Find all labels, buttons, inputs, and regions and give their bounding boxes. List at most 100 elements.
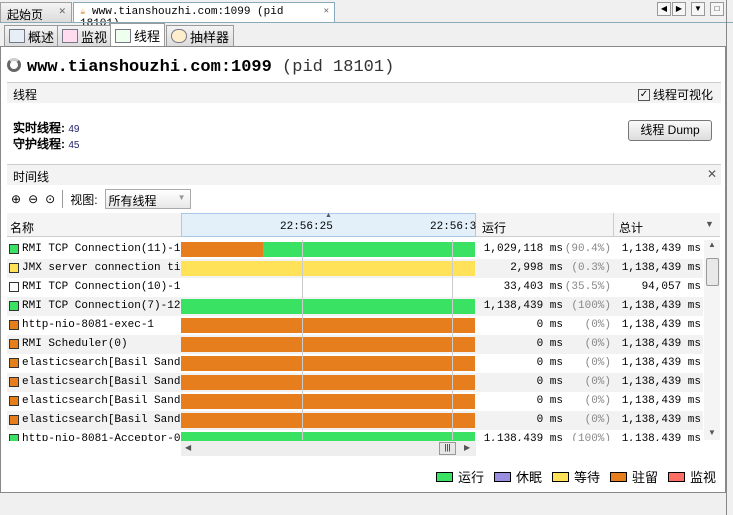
page-title: www.tianshouzhi.com:1099 (pid 18101) [27,58,394,77]
run-time: 0 ms [536,338,563,350]
subtab-label: 抽样器 [190,29,230,45]
thread-state-icon [9,282,19,292]
table-row[interactable]: elasticsearch[Basil Sandhurst]0 ms (0%) … [7,354,703,373]
column-total[interactable]: 总计 [619,221,644,235]
table-row[interactable]: RMI TCP Connection(7)-124.71,138,439 ms … [7,297,703,316]
thread-state-icon [9,434,19,441]
table-row[interactable]: http-nio-8081-exec-1 0 ms (0%) 1,138,439 … [7,316,703,335]
column-name[interactable]: 名称 [10,221,35,235]
legend-label: 等待 [574,470,601,485]
zoom-in-icon[interactable]: ⊕ [11,192,22,206]
tick-label: 22:56:30 [430,221,476,233]
close-icon[interactable]: ✕ [323,6,329,16]
legend-item-running: 运行 [436,467,484,486]
table-row[interactable]: elasticsearch[Basil Sandhurst]0 ms (0%) … [7,392,703,411]
tab-application[interactable]: ☕ www.tianshouzhi.com:1099 (pid 18101) ✕ [73,2,335,30]
thread-state-icon [9,301,19,311]
timeline-bar-park [181,356,475,371]
run-time: 1,138,439 ms [483,433,563,441]
total-time: 1,138,439 ms [621,319,701,331]
scroll-thumb[interactable] [706,258,719,286]
subtab-threads[interactable]: 线程 [110,23,166,47]
timeline-section-header: 时间线 ✕ [7,164,721,185]
zoom-out-icon[interactable]: ⊖ [28,192,39,206]
scroll-thumb[interactable]: ||| [439,442,456,455]
scroll-right-button[interactable]: ▶ [672,2,686,16]
total-time: 1,138,439 ms [621,376,701,388]
daemon-threads-label: 守护线程: [13,137,65,151]
legend-swatch [494,471,511,482]
host-name: www.tianshouzhi.com:1099 [27,58,272,77]
thread-name: elasticsearch[Basil Sandhurst] [22,414,180,426]
thread-state-icon [9,415,19,425]
timeline-bar-running [181,432,475,441]
table-row[interactable]: RMI TCP Connection(10)-124. 33,403 ms (35… [7,278,703,297]
run-time: 2,998 ms [510,262,563,274]
subtab-overview[interactable]: 概述 [4,25,60,46]
column-timeline[interactable]: ▲ 22:56:25 22:56:30 [181,212,476,237]
vertical-scrollbar[interactable]: ▲ ▼ [704,240,720,440]
thread-stats: 实时线程: 49 守护线程: 45 [13,121,79,153]
visualize-checkbox[interactable]: ✓ 线程可视化 [637,86,713,103]
total-time: 1,138,439 ms [621,262,701,274]
section-title: 时间线 [13,170,50,184]
timeline-bar-park [181,375,475,390]
close-icon[interactable]: ✕ [706,167,717,181]
thread-name: http-nio-8081-Acceptor-0 [22,433,180,441]
legend-swatch [436,471,453,482]
run-percent: (35.5%) [564,281,611,293]
scroll-down-icon[interactable]: ▼ [708,428,716,437]
thread-name: JMX server connection timeout [22,262,180,274]
run-percent: (0%) [584,357,611,369]
subtab-monitor[interactable]: 监视 [57,25,113,46]
table-row[interactable]: elasticsearch[Basil Sandhurst]0 ms (0%) … [7,411,703,430]
dropdown-button[interactable]: ▼ [691,2,705,16]
scroll-left-button[interactable]: ◀ [657,2,671,16]
run-percent: (0%) [584,319,611,331]
tick-label: 22:56:25 [280,221,333,233]
total-time: 94,057 ms [641,281,701,293]
table-row[interactable]: RMI TCP Connection(11)-124.1,029,118 ms … [7,240,703,259]
table-row[interactable]: JMX server connection timeout 2,998 ms (0… [7,259,703,278]
legend-item-sleeping: 休眠 [494,467,542,486]
thread-name: RMI TCP Connection(7)-124.7 [22,300,180,312]
horizontal-scrollbar[interactable]: ◀ ||| ▶ [181,441,476,456]
daemon-threads-value: 45 [68,140,80,151]
subtab-sampler[interactable]: 抽样器 [166,25,235,46]
sampler-icon [171,29,187,43]
total-time: 1,138,439 ms [621,338,701,350]
checkbox-icon[interactable]: ✓ [637,88,650,101]
view-label: 视图: [70,192,98,207]
tab-label: 起始页 [7,8,44,22]
total-time: 1,138,439 ms [621,300,701,312]
timeline-bar-park [181,394,475,409]
total-time: 1,138,439 ms [621,357,701,369]
column-run[interactable]: 运行 [482,221,507,235]
close-icon[interactable]: ✕ [58,6,66,16]
maximize-button[interactable]: □ [710,2,724,16]
table-header: 名称 ▲ 22:56:25 22:56:30 运行 总计 ▼ [7,212,720,237]
tab-start-page[interactable]: 起始页 ✕ [0,2,72,22]
scroll-up-icon[interactable]: ▲ [708,240,716,249]
zoom-fit-icon[interactable]: ⊙ [45,192,56,206]
table-row[interactable]: elasticsearch[Basil Sandhurst]0 ms (0%) … [7,373,703,392]
total-time: 1,138,439 ms [621,414,701,426]
thread-dump-button[interactable]: 线程 Dump [628,120,712,141]
thread-state-icon [9,263,19,273]
timeline-bar-running [263,242,475,257]
column-chooser-icon[interactable]: ▼ [705,219,714,229]
total-time: 1,138,439 ms [621,433,701,441]
table-row[interactable]: http-nio-8081-Acceptor-0 1,138,439 ms (10… [7,430,703,441]
run-percent: (90.4%) [564,243,611,255]
sort-ascending-icon: ▲ [325,212,332,219]
thread-state-icon [9,377,19,387]
timeline-bar-park [181,413,475,428]
java-icon: ☕ [80,7,86,17]
thread-name: RMI TCP Connection(10)-124. [22,281,180,293]
thread-state-icon [9,396,19,406]
view-select[interactable]: 所有线程 ▼ [104,189,191,209]
run-time: 1,138,439 ms [483,300,563,312]
legend-label: 运行 [458,470,485,485]
table-row[interactable]: RMI Scheduler(0) 0 ms (0%) 1,138,439 ms [7,335,703,354]
run-percent: (100%) [571,433,611,441]
